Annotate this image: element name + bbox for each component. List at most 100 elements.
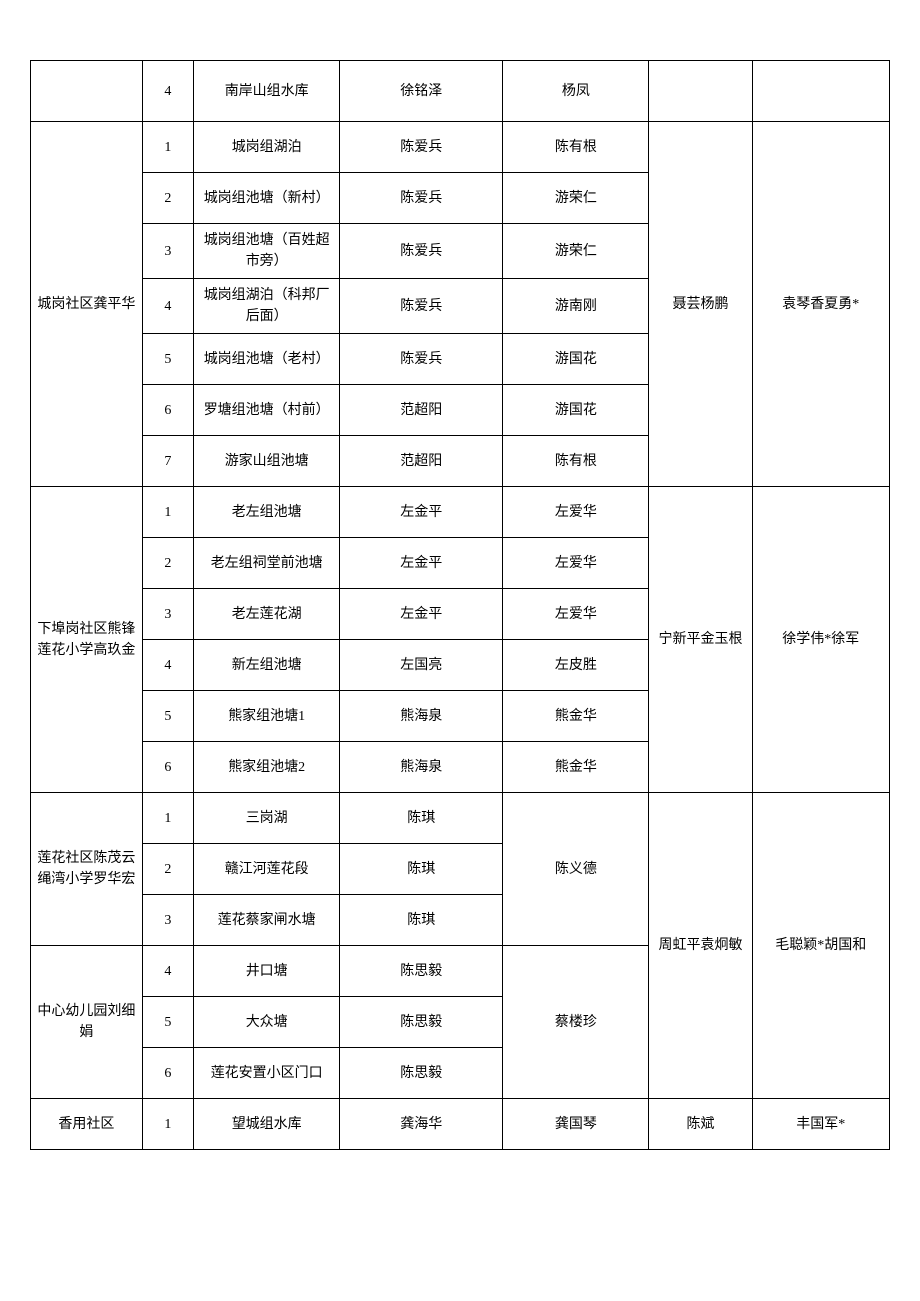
table-row: 莲花社区陈茂云绳湾小学罗华宏1三岗湖陈琪陈义德周虹平袁炯敏毛聪颖*胡国和 [31, 793, 890, 844]
table-cell: 陈有根 [503, 436, 649, 487]
table-cell: 陈义德 [503, 793, 649, 946]
table-cell [31, 61, 143, 122]
data-table: 4南岸山组水库徐铭泽杨凤城岗社区龚平华1城岗组湖泊陈爱兵陈有根聂芸杨鹏袁琴香夏勇… [30, 60, 890, 1150]
table-cell: 1 [142, 793, 194, 844]
table-cell: 老左组池塘 [194, 487, 340, 538]
table-cell: 陈琪 [340, 793, 503, 844]
table-cell: 1 [142, 122, 194, 173]
table-cell: 三岗湖 [194, 793, 340, 844]
table-cell: 游家山组池塘 [194, 436, 340, 487]
table-cell: 左金平 [340, 589, 503, 640]
table-cell: 陈思毅 [340, 997, 503, 1048]
table-cell: 4 [142, 946, 194, 997]
table-cell: 赣江河莲花段 [194, 844, 340, 895]
table-cell: 陈琪 [340, 844, 503, 895]
table-cell: 聂芸杨鹏 [649, 122, 752, 487]
table-cell: 老左莲花湖 [194, 589, 340, 640]
table-cell: 范超阳 [340, 385, 503, 436]
table-cell: 3 [142, 589, 194, 640]
table-cell: 3 [142, 895, 194, 946]
table-cell: 罗塘组池塘（村前） [194, 385, 340, 436]
table-cell: 下埠岗社区熊锋莲花小学高玖金 [31, 487, 143, 793]
table-cell: 6 [142, 1048, 194, 1099]
table-cell: 井口塘 [194, 946, 340, 997]
table-cell: 陈爱兵 [340, 224, 503, 279]
table-cell: 龚国琴 [503, 1099, 649, 1150]
table-cell: 袁琴香夏勇* [752, 122, 890, 487]
table-cell: 香用社区 [31, 1099, 143, 1150]
table-cell: 4 [142, 61, 194, 122]
table-cell: 陈有根 [503, 122, 649, 173]
table-cell: 陈爱兵 [340, 173, 503, 224]
table-cell: 望城组水库 [194, 1099, 340, 1150]
table-cell: 中心幼儿园刘细娟 [31, 946, 143, 1099]
table-cell: 宁新平金玉根 [649, 487, 752, 793]
table-cell [649, 61, 752, 122]
table-cell: 陈思毅 [340, 1048, 503, 1099]
table-cell: 熊海泉 [340, 691, 503, 742]
table-cell: 毛聪颖*胡国和 [752, 793, 890, 1099]
table-cell: 熊家组池塘2 [194, 742, 340, 793]
table-cell: 老左组祠堂前池塘 [194, 538, 340, 589]
table-cell: 陈爱兵 [340, 279, 503, 334]
table-cell: 丰国军* [752, 1099, 890, 1150]
table-cell: 游荣仁 [503, 224, 649, 279]
table-cell: 1 [142, 1099, 194, 1150]
table-row: 香用社区1望城组水库龚海华龚国琴陈斌丰国军* [31, 1099, 890, 1150]
table-cell: 城岗组池塘（百姓超市旁） [194, 224, 340, 279]
table-row: 4南岸山组水库徐铭泽杨凤 [31, 61, 890, 122]
table-cell: 莲花社区陈茂云绳湾小学罗华宏 [31, 793, 143, 946]
table-cell: 杨凤 [503, 61, 649, 122]
table-cell: 熊金华 [503, 691, 649, 742]
table-cell: 徐铭泽 [340, 61, 503, 122]
table-cell: 2 [142, 173, 194, 224]
table-cell: 左爱华 [503, 538, 649, 589]
table-cell: 1 [142, 487, 194, 538]
table-cell: 城岗组湖泊 [194, 122, 340, 173]
table-cell: 范超阳 [340, 436, 503, 487]
table-cell: 熊海泉 [340, 742, 503, 793]
table-row: 城岗社区龚平华1城岗组湖泊陈爱兵陈有根聂芸杨鹏袁琴香夏勇* [31, 122, 890, 173]
table-cell: 5 [142, 997, 194, 1048]
table-cell: 城岗组池塘（老村） [194, 334, 340, 385]
table-cell: 南岸山组水库 [194, 61, 340, 122]
table-row: 下埠岗社区熊锋莲花小学高玖金1老左组池塘左金平左爱华宁新平金玉根徐学伟*徐军 [31, 487, 890, 538]
table-cell: 周虹平袁炯敏 [649, 793, 752, 1099]
table-cell: 3 [142, 224, 194, 279]
table-cell: 2 [142, 844, 194, 895]
table-cell: 6 [142, 742, 194, 793]
table-cell: 游国花 [503, 334, 649, 385]
table-cell: 游南刚 [503, 279, 649, 334]
table-cell: 左爱华 [503, 589, 649, 640]
table-cell: 熊家组池塘1 [194, 691, 340, 742]
table-cell: 左爱华 [503, 487, 649, 538]
table-cell: 大众塘 [194, 997, 340, 1048]
table-cell: 左金平 [340, 487, 503, 538]
table-cell: 5 [142, 334, 194, 385]
table-cell: 左国亮 [340, 640, 503, 691]
table-cell: 陈爱兵 [340, 334, 503, 385]
table-cell: 徐学伟*徐军 [752, 487, 890, 793]
table-cell: 城岗组池塘（新村） [194, 173, 340, 224]
table-cell: 4 [142, 279, 194, 334]
table-cell: 陈思毅 [340, 946, 503, 997]
table-cell: 莲花蔡家闸水塘 [194, 895, 340, 946]
table-cell: 游国花 [503, 385, 649, 436]
table-cell: 城岗组湖泊（科邦厂后面） [194, 279, 340, 334]
table-cell: 左金平 [340, 538, 503, 589]
table-cell: 莲花安置小区门口 [194, 1048, 340, 1099]
table-cell: 城岗社区龚平华 [31, 122, 143, 487]
table-cell: 蔡楼珍 [503, 946, 649, 1099]
table-cell: 龚海华 [340, 1099, 503, 1150]
table-cell: 陈琪 [340, 895, 503, 946]
table-cell: 7 [142, 436, 194, 487]
table-cell: 新左组池塘 [194, 640, 340, 691]
table-cell: 2 [142, 538, 194, 589]
table-cell: 左皮胜 [503, 640, 649, 691]
table-cell [752, 61, 890, 122]
table-cell: 4 [142, 640, 194, 691]
table-cell: 熊金华 [503, 742, 649, 793]
table-cell: 5 [142, 691, 194, 742]
table-cell: 陈爱兵 [340, 122, 503, 173]
table-cell: 游荣仁 [503, 173, 649, 224]
